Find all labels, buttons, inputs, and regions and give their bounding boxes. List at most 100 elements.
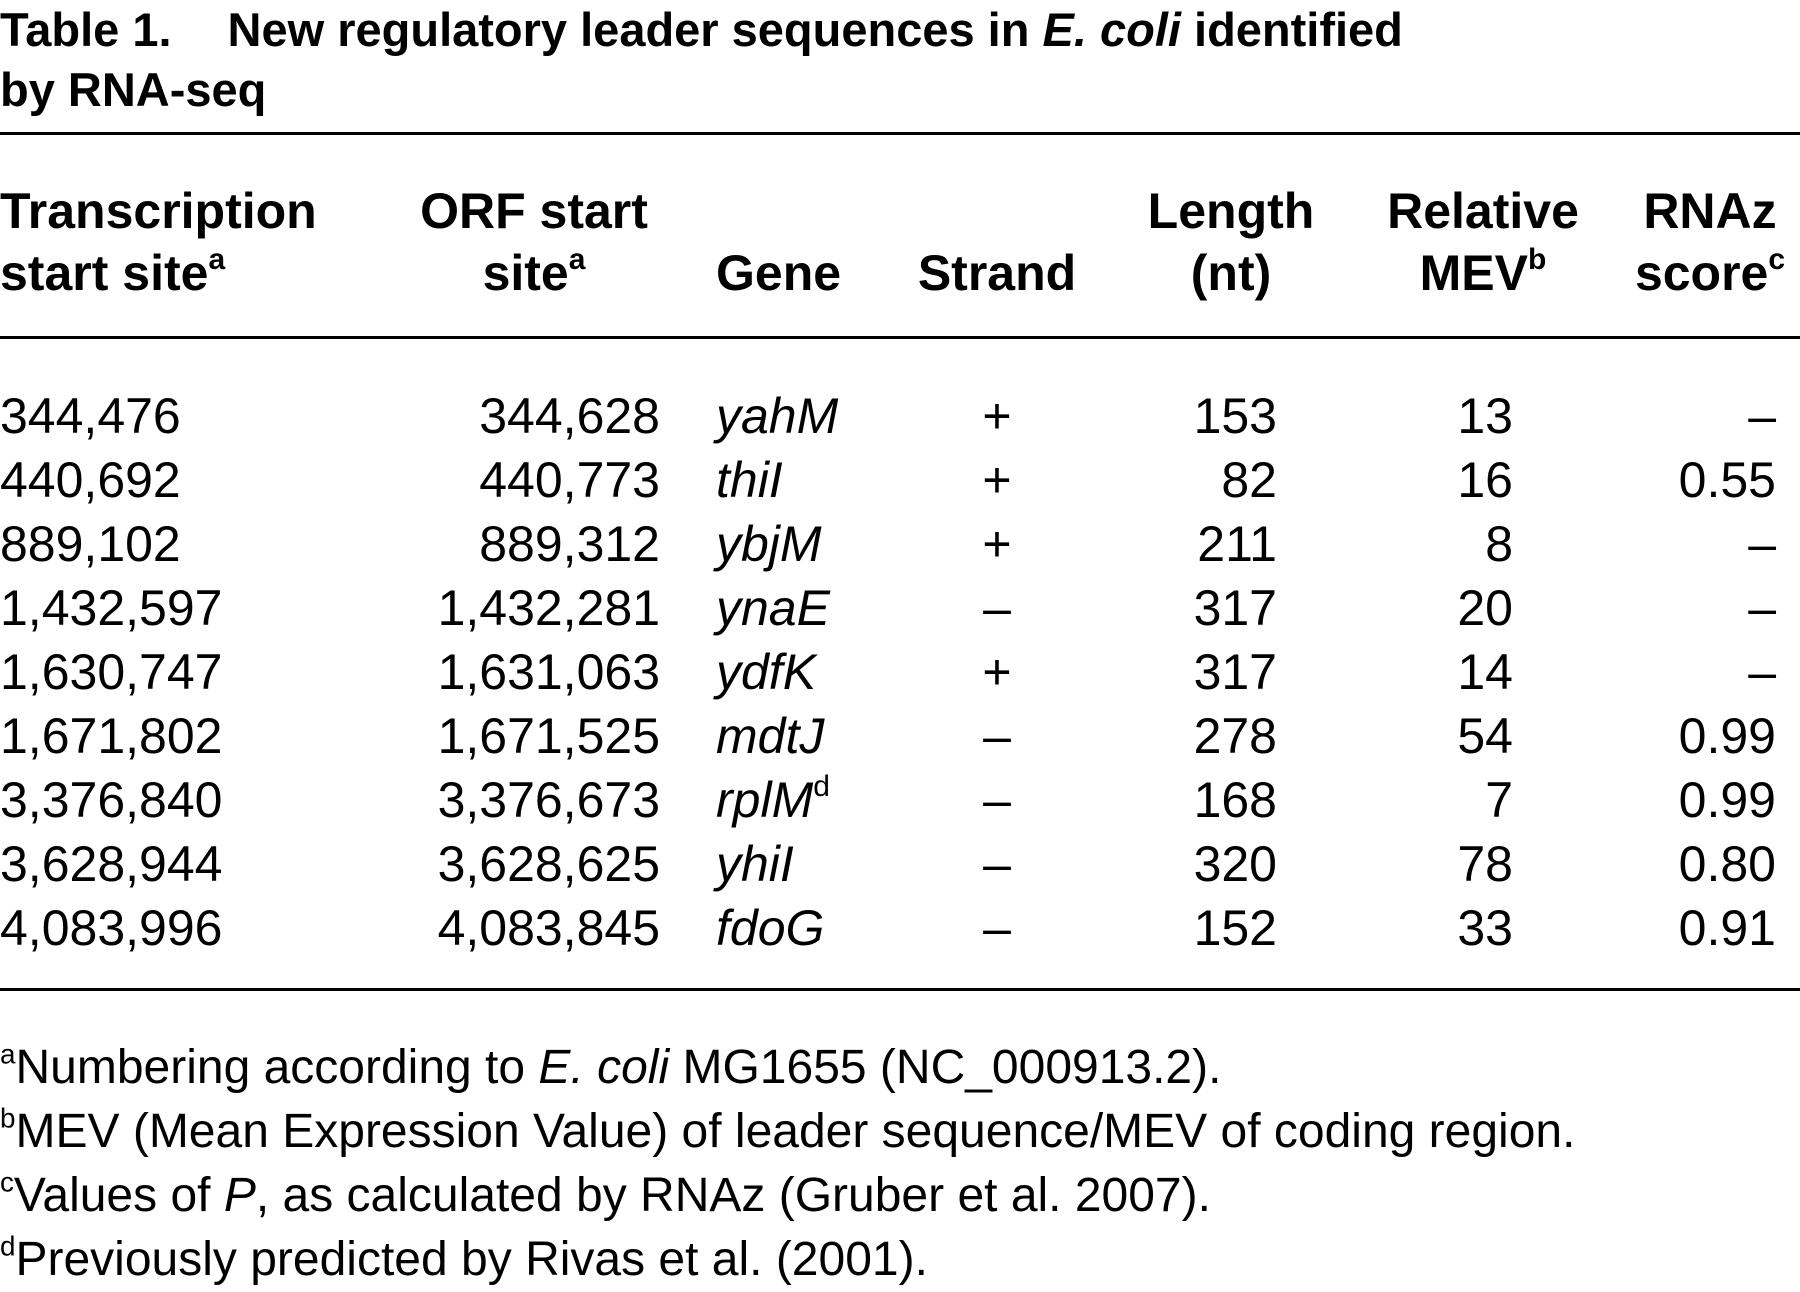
cell: 1,671,802 <box>0 708 223 764</box>
cell: 889,312 <box>479 516 660 572</box>
organism: E. coli <box>1042 3 1181 56</box>
header-line: Length <box>1121 180 1341 242</box>
header-line: sitea <box>384 242 684 304</box>
header-line: scorec <box>1620 242 1800 304</box>
cell: 13 <box>1457 388 1513 444</box>
header-line: RNAz <box>1620 180 1800 242</box>
header-line: Strand <box>907 242 1087 304</box>
footnote-mark: d <box>813 770 830 803</box>
cell: + <box>982 388 1012 444</box>
cell: yhiI <box>716 836 794 892</box>
cell: 20 <box>1457 580 1513 636</box>
cell: – <box>983 900 1011 956</box>
title-line: by RNA-seq <box>0 63 267 116</box>
cell: 33 <box>1457 900 1513 956</box>
cell: fdoG <box>716 900 825 956</box>
header-text: start site <box>0 245 209 301</box>
rule <box>0 988 1800 991</box>
cell: – <box>983 772 1011 828</box>
footnote: bMEV (Mean Expression Value) of leader s… <box>0 1100 1575 1164</box>
cell: 0.99 <box>1678 772 1776 828</box>
title-line: Table 1. New regulatory leader sequences … <box>0 0 1800 60</box>
cell: 317 <box>1193 580 1277 636</box>
column-header: ORF start sitea <box>384 180 684 304</box>
cell: – <box>1748 644 1776 700</box>
footnote-mark: c <box>1768 243 1786 276</box>
footnote: aNumbering according to E. coli MG1655 (… <box>0 1036 1221 1100</box>
footnote-text: P <box>223 1169 256 1222</box>
footnote-text: MG1655 (NC_000913.2). <box>669 1041 1222 1094</box>
footnote-mark: b <box>1528 243 1547 276</box>
header-line: Gene <box>716 242 916 304</box>
footnote-text: , as calculated by RNAz (Gruber et al. 2… <box>255 1169 1211 1222</box>
cell: 320 <box>1193 836 1277 892</box>
header-text: MEV <box>1419 245 1529 301</box>
cell: + <box>982 452 1012 508</box>
header-line: start sitea <box>0 242 420 304</box>
header-text: Relative <box>1387 183 1579 239</box>
header-text: Transcription <box>0 183 317 239</box>
column-header: Relative MEVb <box>1363 180 1603 304</box>
rule <box>0 132 1800 135</box>
column-header: Length (nt) <box>1121 180 1341 304</box>
cell: 82 <box>1221 452 1277 508</box>
footnote-mark: c <box>0 1166 14 1198</box>
gene-name: rplM <box>716 772 814 828</box>
rule <box>0 336 1800 339</box>
cell: – <box>983 836 1011 892</box>
header-text: (nt) <box>1190 245 1272 301</box>
column-header: Strand <box>907 242 1087 304</box>
table-label: Table 1. <box>0 3 172 56</box>
cell: 889,102 <box>0 516 181 572</box>
cell: 0.91 <box>1678 900 1776 956</box>
cell: 78 <box>1457 836 1513 892</box>
header-text: ORF start <box>420 183 648 239</box>
cell: 7 <box>1485 772 1513 828</box>
header-line: ORF start <box>384 180 684 242</box>
cell: 1,671,525 <box>437 708 660 764</box>
header-text: RNAz <box>1643 183 1777 239</box>
cell: – <box>983 580 1011 636</box>
cell: 0.55 <box>1678 452 1776 508</box>
cell: – <box>1748 516 1776 572</box>
footnote-text: Numbering according to <box>15 1041 539 1094</box>
cell: 3,376,673 <box>437 772 660 828</box>
cell: 4,083,996 <box>0 900 223 956</box>
cell: yahM <box>716 388 839 444</box>
footnote-text: Values of <box>13 1169 224 1222</box>
footnote-mark: a <box>0 1038 16 1070</box>
title-text: identified <box>1180 3 1403 56</box>
cell: ynaE <box>716 580 830 636</box>
header-text: score <box>1634 245 1769 301</box>
footnote-text: E. coli <box>538 1041 670 1094</box>
header-text: Gene <box>716 245 842 301</box>
cell: 3,628,625 <box>437 836 660 892</box>
cell: 168 <box>1193 772 1277 828</box>
column-header: Transcription start sitea <box>0 180 420 304</box>
cell: rplMd <box>716 768 936 832</box>
column-header: RNAz scorec <box>1620 180 1800 304</box>
header-line: (nt) <box>1121 242 1341 304</box>
header-line: MEVb <box>1363 242 1603 304</box>
cell: thiI <box>716 452 783 508</box>
cell: 440,692 <box>0 452 181 508</box>
cell: 3,628,944 <box>0 836 223 892</box>
cell: + <box>982 516 1012 572</box>
cell: – <box>983 708 1011 764</box>
cell: – <box>1748 580 1776 636</box>
cell: 344,476 <box>0 388 181 444</box>
cell: + <box>982 644 1012 700</box>
header-text: site <box>482 245 569 301</box>
cell: ybjM <box>716 516 822 572</box>
cell: 1,432,281 <box>437 580 660 636</box>
cell: 16 <box>1457 452 1513 508</box>
cell: 317 <box>1193 644 1277 700</box>
table-title: Table 1. New regulatory leader sequences … <box>0 0 1800 120</box>
header-text: Length <box>1147 183 1315 239</box>
footnote-mark: a <box>568 243 586 276</box>
cell: 54 <box>1457 708 1513 764</box>
cell: 0.99 <box>1678 708 1776 764</box>
cell: 3,376,840 <box>0 772 223 828</box>
cell: 278 <box>1193 708 1277 764</box>
